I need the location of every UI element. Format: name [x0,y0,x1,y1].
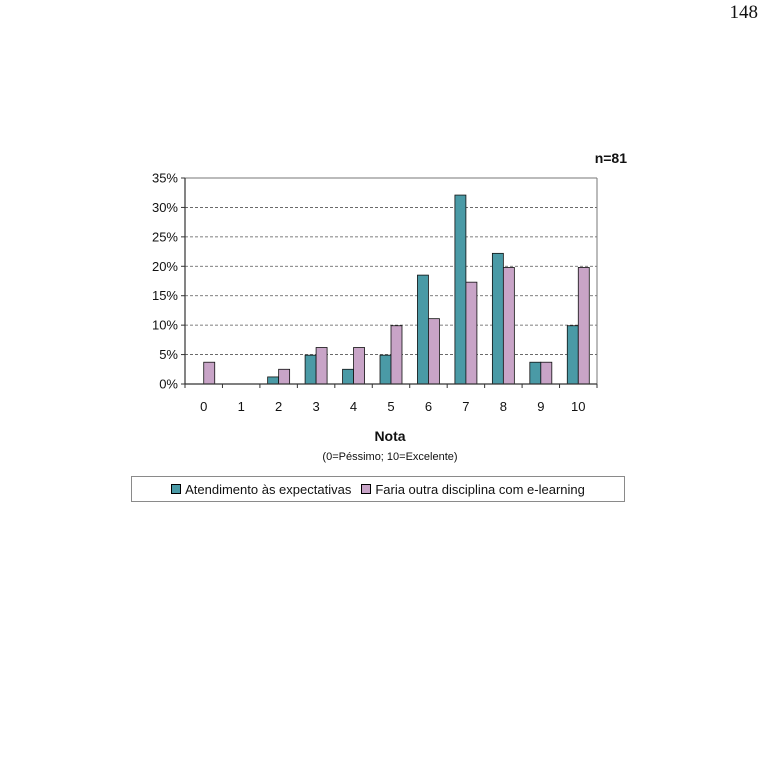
bar-series0-cat8 [491,252,504,385]
bars [203,194,590,385]
y-tick-label: 20% [152,259,178,274]
x-tick-label: 10 [571,399,585,414]
y-axis-ticks: 0% 5% 10% 15% 20% 25% 30% 35% [152,171,185,392]
bar-series1-cat2 [278,368,291,385]
y-tick-label: 10% [152,318,178,333]
y-tick-label: 30% [152,200,178,215]
bar-series0-cat2 [267,376,280,385]
x-axis-title: Nota [374,428,405,444]
legend-label-atendimento: Atendimento às expectativas [185,481,352,497]
x-axis-ticks: 0 1 2 3 4 5 6 7 8 9 10 [184,384,598,414]
y-tick-label: 35% [152,171,178,186]
bar-chart: n=81 0% 5% 10% 15% 20% 25% 30% 35% 0 1 2 3 4 5 6 7 8 9 10… [152,150,628,463]
bar-series1-cat6 [428,318,440,385]
x-tick-label: 3 [312,399,319,414]
bar-series1-cat5 [390,325,403,385]
y-tick-label: 25% [152,229,178,244]
y-tick-label: 15% [152,288,178,303]
bar-series1-cat0 [203,361,216,385]
bar-series1-cat10 [577,267,590,385]
bar-series0-cat3 [304,354,317,385]
legend-swatch-faria [361,484,372,494]
x-tick-label: 2 [275,399,282,414]
y-tick-label: 0% [159,377,178,392]
bar-series0-cat9 [529,361,542,385]
legend-label-faria: Faria outra disciplina com e-learning [375,481,585,497]
chart-legend: Atendimento às expectativas Faria outra … [131,476,625,502]
x-tick-label: 6 [425,399,432,414]
x-tick-label: 0 [200,399,207,414]
bar-series1-cat3 [315,347,328,385]
legend-item-faria: Faria outra disciplina com e-learning [361,482,585,497]
bar-series0-cat5 [379,354,392,385]
x-tick-label: 1 [238,399,245,414]
axes [184,177,598,385]
bar-series0-cat7 [454,194,467,385]
bar-series1-cat7 [465,281,478,385]
sample-size-note: n=81 [595,150,628,166]
x-tick-label: 9 [537,399,544,414]
bar-series0-cat6 [417,274,429,385]
bar-series0-cat10 [566,325,579,385]
bar-series1-cat8 [502,267,515,385]
x-tick-label: 5 [387,399,394,414]
legend-item-atendimento: Atendimento às expectativas [171,482,351,497]
y-tick-label: 5% [159,347,178,362]
x-tick-label: 7 [462,399,469,414]
bar-series0-cat4 [342,368,354,385]
bar-series1-cat4 [353,347,365,385]
x-tick-label: 4 [350,399,357,414]
page-number: 148 [729,2,759,23]
x-tick-label: 8 [500,399,507,414]
bar-series1-cat9 [540,361,553,385]
legend-swatch-atendimento [171,484,182,494]
x-axis-subtitle: (0=Péssimo; 10=Excelente) [322,451,457,463]
